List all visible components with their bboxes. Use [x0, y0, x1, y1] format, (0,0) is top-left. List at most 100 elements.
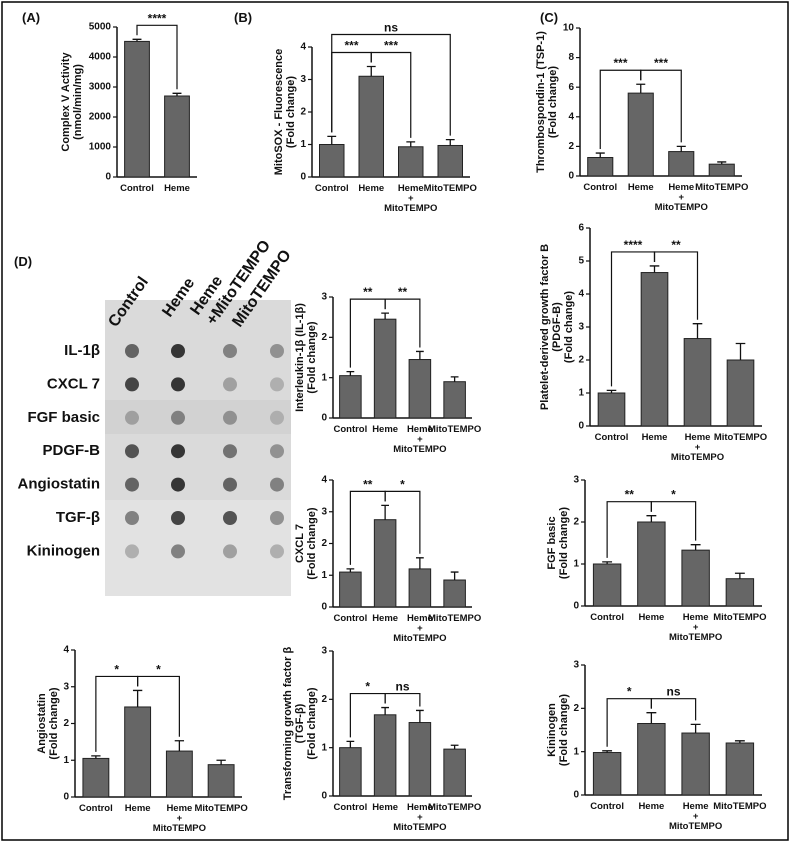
x-tick-label: MitoTEMPO	[669, 632, 722, 643]
y-axis-label: Platelet-derived growth factor B	[539, 244, 551, 410]
x-tick-label: Heme	[685, 432, 711, 443]
significance-label: ****	[624, 238, 643, 252]
x-tick-label: Heme	[638, 612, 664, 623]
error-bar	[602, 750, 613, 753]
y-axis-label: CXCL 7	[294, 524, 306, 563]
blot-dot	[223, 511, 237, 525]
significance-bracket	[650, 501, 697, 541]
x-tick-label: MitoTEMPO	[153, 823, 206, 834]
bar	[339, 375, 362, 419]
error-bar	[595, 152, 605, 158]
y-tick-label: 1	[321, 742, 327, 753]
y-tick-label: 8	[568, 52, 574, 63]
blot-dot	[270, 410, 284, 425]
y-tick-label: 3000	[89, 82, 112, 93]
bar	[637, 521, 666, 607]
error-bar	[450, 376, 459, 382]
bar	[358, 75, 384, 178]
bar	[373, 519, 397, 608]
blot-dot	[125, 444, 139, 459]
y-tick-label: 2	[321, 694, 327, 705]
x-tick-label: Control	[590, 801, 624, 812]
bar	[164, 95, 190, 178]
error-bar	[646, 515, 657, 522]
error-bar	[366, 65, 376, 77]
bar	[725, 578, 755, 607]
x-tick-label: Heme	[638, 801, 664, 812]
error-bar	[415, 557, 424, 569]
x-tick-label: Control	[583, 182, 617, 193]
x-tick-label: Heme	[166, 803, 192, 814]
y-axis-label: Thrombospondin-1 (TSP-1)	[535, 31, 547, 173]
y-axis-label: (Fold change)	[547, 66, 559, 138]
blot-dot	[223, 377, 237, 392]
bar	[443, 579, 466, 608]
y-tick-label: 0	[578, 421, 584, 432]
x-tick-label: MitoTEMPO	[655, 202, 708, 213]
error-bar	[636, 83, 646, 94]
y-tick-label: 0	[568, 171, 574, 182]
x-tick-label: Control	[333, 802, 367, 813]
x-tick-label: MitoTEMPO	[671, 452, 724, 463]
blot-dot	[125, 477, 139, 492]
error-bar	[690, 723, 701, 734]
bar	[637, 723, 666, 796]
blot-dot	[125, 511, 139, 525]
x-tick-label: Control	[120, 183, 154, 194]
x-tick-label: Heme	[358, 183, 384, 194]
error-bar	[606, 389, 617, 393]
x-tick-label: MitoTEMPO	[428, 802, 481, 813]
bar	[319, 144, 345, 178]
significance-bracket	[640, 69, 682, 143]
error-bar	[346, 568, 355, 573]
blot-dot	[223, 544, 237, 559]
y-axis-label: (Fold change)	[48, 687, 60, 759]
y-tick-label: 1	[63, 755, 69, 766]
blot-dot	[171, 477, 185, 492]
y-tick-label: 0	[321, 791, 327, 802]
y-tick-label: 0	[321, 413, 327, 424]
y-tick-label: 4	[321, 475, 327, 486]
blot-row-label: CXCL 7	[47, 375, 100, 392]
bar	[408, 722, 432, 797]
significance-bracket	[384, 298, 421, 348]
x-tick-label: Heme	[398, 183, 424, 194]
significance-label: ***	[344, 39, 358, 53]
error-bar	[346, 370, 355, 376]
significance-bracket	[331, 33, 451, 136]
y-axis-label: (Fold change)	[285, 76, 297, 148]
blot-dot	[125, 377, 139, 392]
error-bar	[415, 709, 424, 723]
blot-dot	[171, 344, 185, 358]
x-tick-label: +	[408, 193, 414, 204]
blot-dot	[223, 344, 237, 358]
blot-dot	[223, 477, 237, 492]
significance-label: *	[156, 662, 161, 676]
panel-label: (D)	[14, 254, 32, 269]
y-tick-label: 2	[321, 332, 327, 343]
bar	[592, 563, 622, 607]
x-tick-label: MitoTEMPO	[428, 613, 481, 624]
y-tick-label: 3	[573, 660, 579, 671]
significance-label: *	[671, 488, 676, 502]
error-bar	[450, 571, 459, 581]
significance-label: ns	[666, 685, 680, 699]
y-axis-label: FGF basic	[546, 516, 558, 569]
y-tick-label: 1000	[89, 142, 112, 153]
y-tick-label: 3	[300, 74, 306, 85]
x-tick-label: Heme	[372, 424, 398, 435]
y-tick-label: 2	[300, 107, 306, 118]
significance-label: **	[398, 285, 408, 299]
error-bar	[450, 744, 459, 750]
y-tick-label: 5	[578, 256, 584, 267]
x-tick-label: MitoTEMPO	[695, 182, 748, 193]
y-axis-label: (TGF-β)	[294, 703, 306, 743]
blot-dot	[171, 444, 185, 459]
error-bar	[381, 706, 390, 715]
significance-bracket	[370, 51, 412, 138]
y-axis-label: Complex V Activity	[60, 52, 72, 152]
y-tick-label: 1	[321, 372, 327, 383]
blot-dot	[270, 344, 284, 358]
x-tick-label: MitoTEMPO	[393, 633, 446, 644]
